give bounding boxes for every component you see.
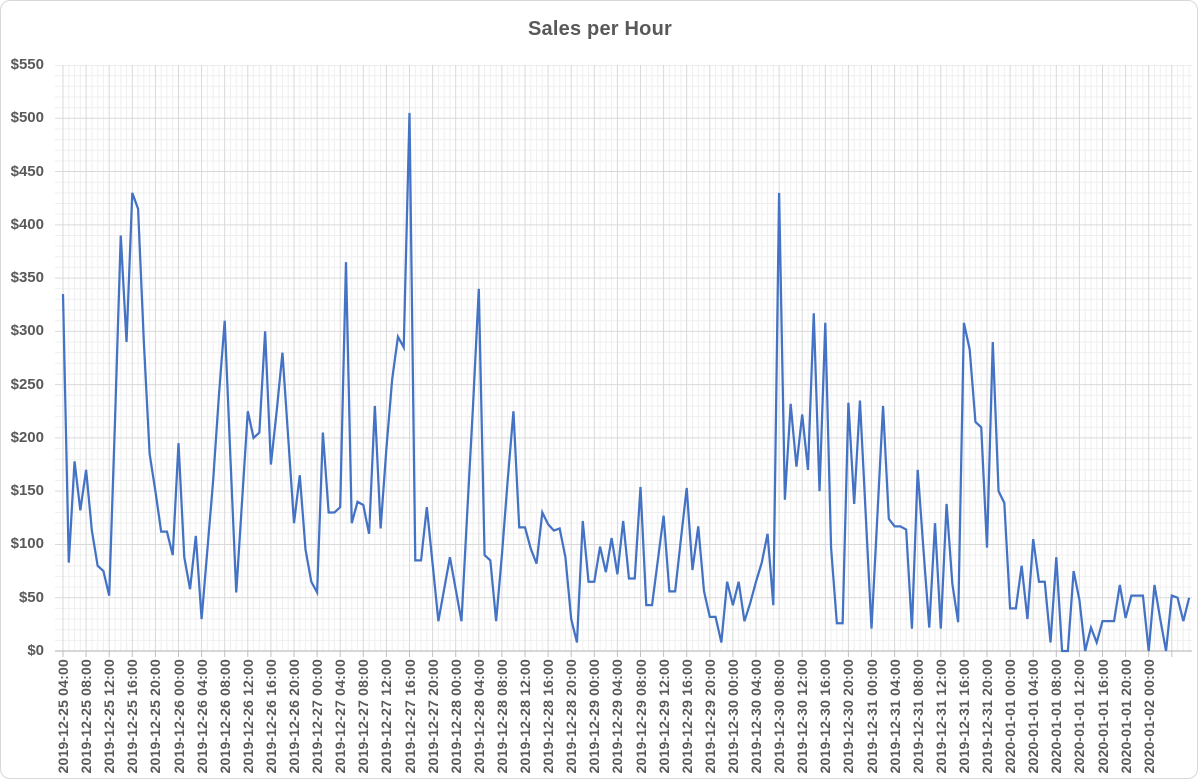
x-axis-tick-label: 2019-12-30 00:00	[724, 659, 741, 774]
sales-line-chart	[55, 64, 1192, 657]
x-axis-tick-label: 2020-01-01 16:00	[1094, 659, 1111, 774]
y-axis-tick-label: $200	[10, 428, 44, 446]
x-axis-tick-label: 2019-12-29 04:00	[609, 659, 626, 774]
x-axis-tick-label: 2019-12-31 08:00	[909, 659, 926, 774]
x-axis-tick-label: 2019-12-28 12:00	[517, 659, 533, 774]
y-axis-tick-label: $300	[10, 322, 44, 340]
sales-series-line	[61, 112, 1191, 653]
x-axis-tick-label: 2019-12-31 00:00	[863, 659, 880, 774]
x-axis-tick-label: 2019-12-30 16:00	[817, 659, 834, 774]
x-axis-tick-label: 2019-12-25 16:00	[124, 659, 141, 774]
x-axis-tick-label: 2019-12-26 16:00	[262, 659, 279, 774]
x-axis-tick-label: 2019-12-26 12:00	[239, 659, 256, 774]
x-axis-tick-label: 2020-01-01 00:00	[1002, 659, 1019, 774]
x-axis-tick-label: 2019-12-25 20:00	[147, 659, 164, 774]
x-axis-tick-label: 2019-12-25 08:00	[78, 659, 95, 774]
x-axis-tick-label: 2019-12-28 16:00	[540, 659, 557, 774]
x-axis-tick-label: 2019-12-30 08:00	[771, 659, 788, 774]
x-axis-tick-label: 2020-01-01 12:00	[1071, 659, 1088, 774]
x-axis-tick-label: 2019-12-26 00:00	[170, 659, 187, 774]
x-axis-tick-label: 2019-12-31 04:00	[886, 659, 903, 774]
y-axis-tick-label: $250	[10, 375, 44, 393]
x-axis-tick-label: 2020-01-01 20:00	[1117, 659, 1134, 774]
y-axis: $0 $50 $100 $150 $200 $250 $300 $350 $400 $450 $50…	[0, 0, 50, 781]
x-axis-tick-label: 2019-12-27 12:00	[378, 659, 395, 774]
x-axis-tick-label: 2019-12-29 20:00	[701, 659, 718, 774]
x-axis-tick-label: 2020-01-02 00:00	[1140, 659, 1157, 774]
x-axis-tick-label: 2019-12-28 20:00	[563, 659, 580, 774]
x-axis-tick-label: 2019-12-26 04:00	[193, 659, 210, 774]
x-axis-tick-label: 2019-12-29 00:00	[586, 659, 603, 774]
x-axis-tick-label: 2019-12-29 12:00	[655, 659, 672, 774]
plot-area	[55, 64, 1192, 665]
x-axis-tick-label: 2020-01-01 08:00	[1048, 659, 1065, 774]
x-axis-tick-label: 2019-12-26 08:00	[216, 659, 233, 774]
y-axis-tick-label: $400	[10, 215, 44, 233]
chart-title: Sales per Hour	[528, 18, 672, 40]
x-axis-tick-label: 2019-12-28 08:00	[493, 659, 510, 774]
y-axis-tick-label: $100	[10, 535, 44, 553]
x-axis-tick-label: 2019-12-25 12:00	[101, 659, 118, 774]
x-axis-tick-label: 2019-12-29 08:00	[632, 659, 649, 774]
y-axis-tick-label: $500	[10, 109, 44, 127]
y-axis-tick-label: $350	[10, 269, 44, 287]
x-axis-tick-label: 2019-12-31 16:00	[955, 659, 972, 774]
y-axis-tick-label: $0	[27, 642, 44, 659]
x-axis-tick-label: 2019-12-27 04:00	[332, 659, 349, 774]
x-axis-tick-label: 2020-01-01 04:00	[1025, 659, 1042, 774]
x-axis-tick-label: 2019-12-28 00:00	[447, 659, 464, 774]
x-axis-tick-label: 2019-12-25 04:00	[55, 659, 71, 774]
x-axis-tick-label: 2019-12-28 04:00	[470, 659, 487, 774]
y-axis-tick-label: $50	[18, 588, 44, 606]
x-axis-tick-label: 2019-12-30 04:00	[748, 659, 764, 774]
x-axis-tick-label: 2019-12-30 20:00	[840, 659, 857, 774]
x-axis-tick-label: 2019-12-29 16:00	[678, 659, 695, 774]
x-axis-tick-label: 2019-12-27 00:00	[309, 659, 326, 774]
x-axis-tick-label: 2019-12-31 12:00	[932, 659, 949, 774]
x-axis-tick-label: 2019-12-31 20:00	[979, 659, 995, 774]
y-axis-tick-label: $150	[10, 482, 44, 500]
x-axis-tick-label: 2019-12-26 20:00	[286, 659, 302, 774]
x-axis-tick-label: 2019-12-30 12:00	[794, 659, 811, 774]
x-axis-tick-label: 2019-12-27 20:00	[424, 659, 441, 774]
y-axis-tick-label: $450	[10, 162, 44, 180]
x-axis-tick-label: 2019-12-27 16:00	[401, 659, 418, 774]
y-axis-tick-label: $550	[10, 56, 44, 73]
x-axis-tick-label: 2019-12-27 08:00	[355, 659, 372, 774]
